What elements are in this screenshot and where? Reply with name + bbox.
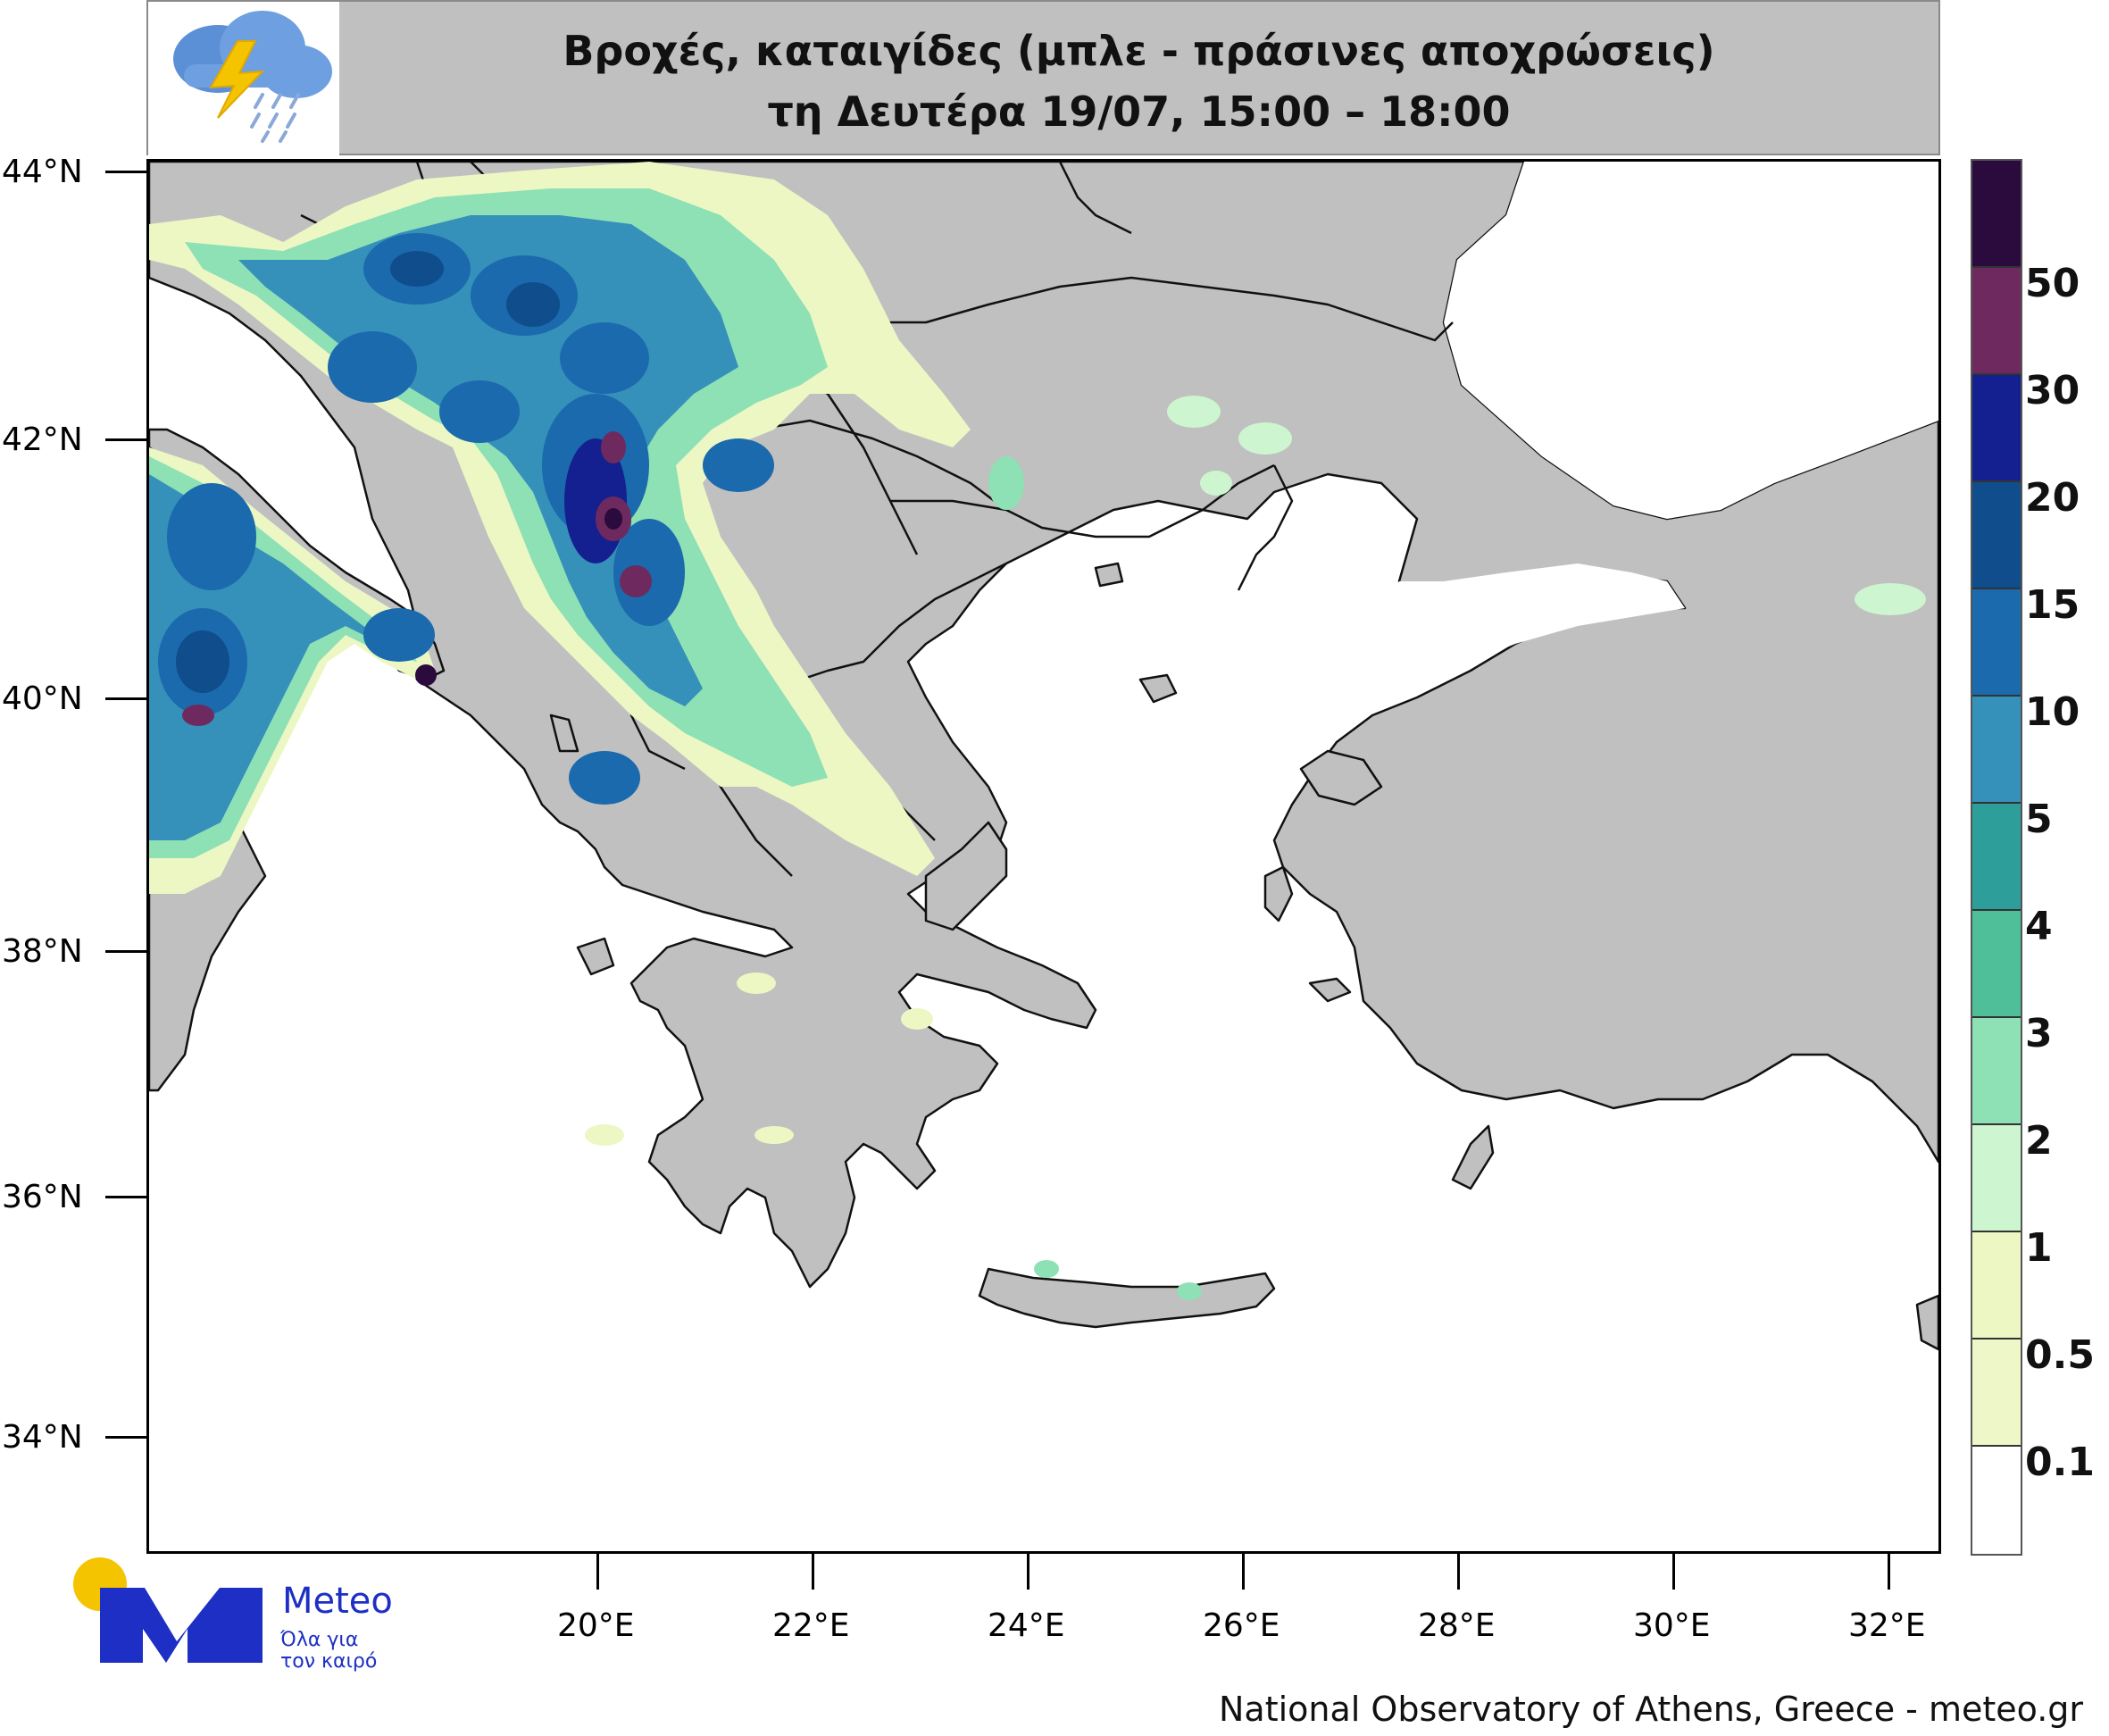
lon-label-26: 26°E [1203,1607,1280,1644]
lon-tick-32 [1888,1554,1890,1590]
lat-tick-44 [105,171,146,173]
map-subtitle: τη Δευτέρα 19/07, 15:00 – 18:00 [767,88,1511,136]
colorbar-segment [1972,697,2021,804]
lon-tick-22 [812,1554,814,1590]
logo-tagline-2: τον καιρό [280,1650,378,1673]
lon-tick-20 [596,1554,599,1590]
colorbar-segment [1972,375,2021,482]
lat-tick-38 [105,950,146,953]
meteo-logo: Meteo Όλα για τον καιρό [68,1556,425,1673]
lon-tick-24 [1027,1554,1029,1590]
lat-tick-40 [105,697,146,700]
colorbar-segment [1972,1340,2021,1447]
colorbar-label-0-5: 0.5 [2025,1332,2095,1378]
colorbar-label-3: 3 [2025,1011,2053,1056]
lat-label-38: 38°N [2,933,83,970]
colorbar-label-30: 30 [2025,368,2080,413]
lon-tick-30 [1672,1554,1675,1590]
colorbar-segment [1972,1018,2021,1125]
lat-label-40: 40°N [2,680,83,717]
lon-label-30: 30°E [1633,1607,1711,1644]
lat-label-42: 42°N [2,421,83,458]
colorbar-segment [1972,911,2021,1018]
logo-wordmark: Meteo [282,1581,393,1622]
meteo-m-icon [73,1557,263,1663]
colorbar-segment [1972,1125,2021,1232]
lon-tick-26 [1242,1554,1245,1590]
lat-label-34: 34°N [2,1419,83,1456]
colorbar-segment [1972,161,2021,268]
colorbar-label-0-1: 0.1 [2025,1440,2095,1485]
precipitation-field [149,162,1926,1300]
lat-label-44: 44°N [2,154,83,190]
colorbar-label-1: 1 [2025,1225,2053,1271]
colorbar-segment [1972,1232,2021,1340]
colorbar-segment [1972,804,2021,911]
storm-cloud-rain-icon [148,2,339,155]
colorbar-label-20: 20 [2025,475,2080,521]
lon-label-28: 28°E [1418,1607,1496,1644]
lon-label-20: 20°E [557,1607,635,1644]
lat-label-36: 36°N [2,1179,83,1215]
colorbar-segment [1972,482,2021,589]
colorbar-label-15: 15 [2025,582,2080,628]
colorbar-label-4: 4 [2025,904,2053,949]
logo-tagline-1: Όλα για [280,1629,359,1651]
precipitation-colorbar [1971,159,2022,1556]
map-panel [146,159,1941,1554]
lon-label-32: 32°E [1848,1607,1926,1644]
lon-label-22: 22°E [772,1607,850,1644]
colorbar-label-50: 50 [2025,261,2080,306]
lon-label-24: 24°E [988,1607,1065,1644]
credit-text: National Observatory of Athens, Greece -… [1219,1690,2084,1729]
colorbar-label-5: 5 [2025,797,2053,842]
colorbar-segment [1972,268,2021,375]
colorbar-segment [1972,1447,2021,1554]
colorbar-segment [1972,589,2021,697]
title-banner: Βροχές, καταιγίδες (μπλε - πράσινες αποχ… [146,0,1940,155]
water-bodies [1372,162,1938,671]
lat-tick-42 [105,438,146,441]
lon-tick-28 [1457,1554,1460,1590]
colorbar-label-10: 10 [2025,689,2080,735]
lat-tick-36 [105,1196,146,1198]
lat-tick-34 [105,1436,146,1439]
colorbar-label-2: 2 [2025,1118,2053,1164]
map-title: Βροχές, καταιγίδες (μπλε - πράσινες αποχ… [563,27,1715,75]
